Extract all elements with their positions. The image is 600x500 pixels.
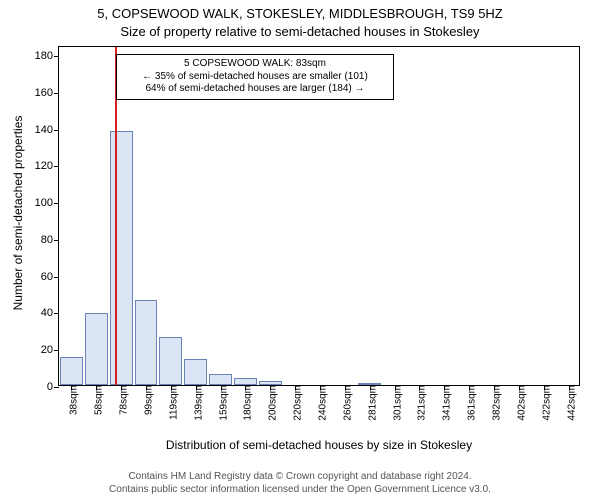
histogram-bar [135, 300, 158, 385]
histogram-bar [184, 359, 207, 385]
footer-line1: Contains HM Land Registry data © Crown c… [0, 471, 600, 482]
annotation-line: 64% of semi-detached houses are larger (… [123, 83, 387, 96]
xtick-label: 281sqm [361, 385, 378, 421]
xtick-label: 200sqm [262, 385, 279, 421]
chart-figure: 5, COPSEWOOD WALK, STOKESLEY, MIDDLESBRO… [0, 0, 600, 500]
histogram-bar [85, 313, 108, 385]
ytick-mark [54, 313, 59, 314]
ytick-label: 20 [41, 344, 53, 356]
ytick-label: 140 [35, 124, 53, 136]
ytick-label: 180 [35, 50, 53, 62]
chart-title-line2: Size of property relative to semi-detach… [0, 24, 600, 39]
ytick-mark [54, 203, 59, 204]
xtick-label: 220sqm [287, 385, 304, 421]
xtick-label: 341sqm [436, 385, 453, 421]
xtick-label: 442sqm [560, 385, 577, 421]
xtick-label: 321sqm [411, 385, 428, 421]
xtick-label: 361sqm [461, 385, 478, 421]
annotation-line: 5 COPSEWOOD WALK: 83sqm [123, 58, 387, 71]
xtick-label: 301sqm [386, 385, 403, 421]
annotation-box: 5 COPSEWOOD WALK: 83sqm← 35% of semi-det… [116, 54, 394, 100]
xtick-label: 139sqm [187, 385, 204, 421]
xtick-label: 119sqm [162, 385, 179, 420]
histogram-bar [234, 378, 257, 385]
xtick-label: 99sqm [138, 385, 155, 415]
ytick-mark [54, 277, 59, 278]
footer-line2: Contains public sector information licen… [0, 484, 600, 495]
xtick-label: 38sqm [63, 385, 80, 415]
ytick-mark [54, 240, 59, 241]
y-axis-label: Number of semi-detached properties [11, 43, 25, 383]
chart-title-line1: 5, COPSEWOOD WALK, STOKESLEY, MIDDLESBRO… [0, 6, 600, 21]
xtick-label: 240sqm [312, 385, 329, 421]
xtick-label: 260sqm [336, 385, 353, 421]
ytick-label: 80 [41, 234, 53, 246]
ytick-label: 160 [35, 87, 53, 99]
histogram-bar [110, 131, 133, 385]
histogram-bar [60, 357, 83, 385]
xtick-label: 422sqm [535, 385, 552, 421]
ytick-label: 100 [35, 197, 53, 209]
x-axis-label: Distribution of semi-detached houses by … [58, 438, 580, 452]
xtick-label: 159sqm [212, 385, 229, 421]
ytick-mark [54, 387, 59, 388]
ytick-mark [54, 56, 59, 57]
ytick-mark [54, 130, 59, 131]
ytick-label: 0 [47, 381, 53, 393]
ytick-mark [54, 350, 59, 351]
histogram-bar [209, 374, 232, 385]
xtick-label: 58sqm [88, 385, 105, 415]
histogram-bar [159, 337, 182, 385]
ytick-mark [54, 166, 59, 167]
xtick-label: 382sqm [486, 385, 503, 421]
ytick-mark [54, 93, 59, 94]
ytick-label: 120 [35, 160, 53, 172]
annotation-line: ← 35% of semi-detached houses are smalle… [123, 71, 387, 84]
xtick-label: 78sqm [113, 385, 130, 415]
ytick-label: 40 [41, 307, 53, 319]
xtick-label: 180sqm [237, 385, 254, 421]
ytick-label: 60 [41, 271, 53, 283]
xtick-label: 402sqm [510, 385, 527, 421]
